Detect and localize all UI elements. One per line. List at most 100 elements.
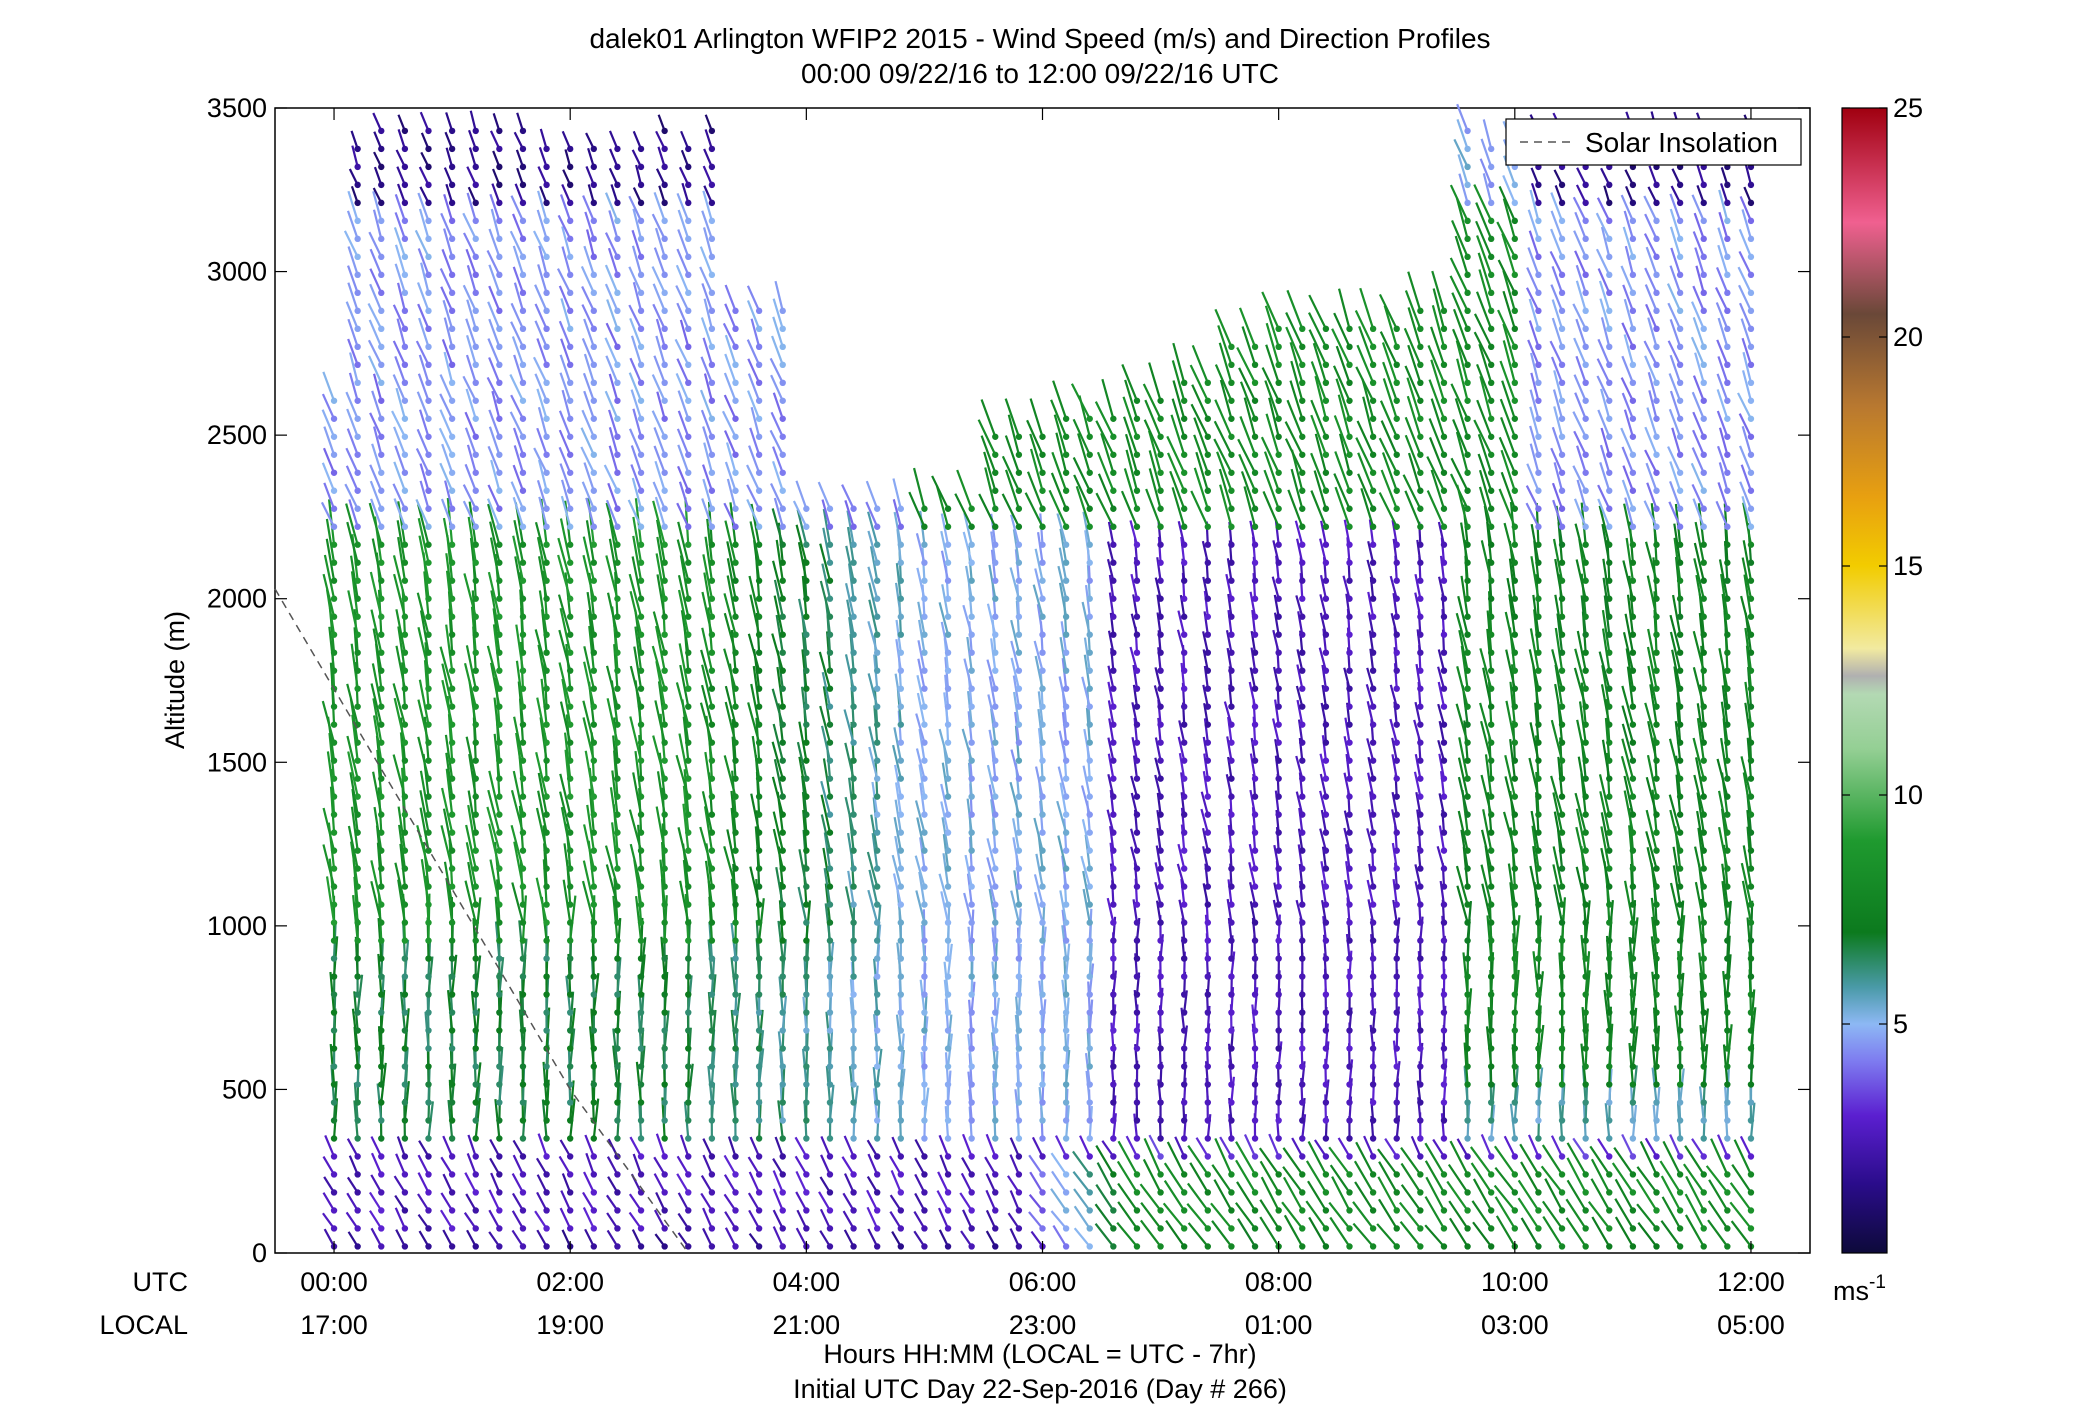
- wind-barb-dot: [614, 793, 621, 800]
- wind-barb-dot: [685, 541, 692, 548]
- wind-barb-dot: [826, 1153, 834, 1160]
- wind-barb: [444, 480, 454, 510]
- wind-barb-dot: [354, 1135, 361, 1142]
- wind-barb: [772, 446, 784, 474]
- wind-barb: [844, 500, 855, 528]
- wind-barb: [563, 843, 572, 887]
- wind-barb-dot: [685, 667, 692, 674]
- wind-barb-dot: [519, 1171, 527, 1178]
- wind-barb: [1424, 1160, 1445, 1194]
- wind-barb-dot: [448, 1135, 456, 1142]
- wind-barb-dot: [685, 847, 692, 854]
- wind-barb: [677, 575, 690, 617]
- wind-barb: [1239, 416, 1257, 456]
- wind-barb: [608, 427, 619, 456]
- wind-barb-dot: [448, 919, 456, 926]
- wind-barb: [370, 1174, 383, 1194]
- wind-barb-dot: [1228, 397, 1235, 404]
- wind-barb: [700, 649, 713, 689]
- wind-barb: [844, 742, 855, 779]
- wind-barb-dot: [921, 1045, 928, 1052]
- wind-barb-dot: [921, 757, 928, 764]
- wind-barb: [1117, 1201, 1138, 1230]
- wind-barb: [677, 589, 690, 635]
- wind-barb-dot: [566, 1207, 574, 1214]
- wind-barb-dot: [425, 181, 432, 189]
- wind-barb: [1057, 835, 1068, 869]
- wind-barb-dot: [850, 631, 857, 638]
- wind-barb-dot: [1417, 1063, 1424, 1070]
- wind-barb-dot: [1228, 955, 1235, 962]
- wind-barb: [1328, 1201, 1351, 1230]
- wind-barb: [445, 147, 454, 168]
- wind-barb: [1407, 271, 1422, 312]
- wind-barb-dot: [803, 829, 810, 836]
- wind-barb-dot: [1299, 757, 1306, 764]
- wind-barb-dot: [873, 631, 881, 638]
- wind-barb: [1301, 1114, 1307, 1139]
- wind-barb: [1251, 609, 1257, 635]
- wind-barb-dot: [590, 289, 598, 297]
- wind-barb-dot: [637, 163, 645, 171]
- wind-barb-dot: [496, 451, 503, 458]
- wind-barb: [699, 266, 713, 294]
- wind-barb-dot: [472, 1117, 479, 1124]
- wind-barb-dot: [921, 955, 928, 962]
- wind-barb-dot: [637, 1225, 645, 1232]
- wind-barb: [445, 768, 454, 815]
- wind-barb-dot: [330, 397, 338, 404]
- wind-barb-dot: [1251, 649, 1259, 656]
- wind-barb: [1080, 785, 1091, 815]
- wind-barb-dot: [543, 865, 550, 872]
- wind-barb-dot: [1299, 1171, 1306, 1178]
- wind-barb-dot: [1015, 955, 1023, 962]
- wind-barb-dot: [1157, 1243, 1164, 1250]
- wind-barb-dot: [685, 1099, 692, 1106]
- wind-barb: [1391, 791, 1398, 815]
- wind-barb-dot: [1086, 937, 1093, 944]
- wind-barb-dot: [850, 1081, 857, 1088]
- wind-barb-dot: [425, 271, 432, 279]
- wind-barb-dot: [1180, 451, 1188, 458]
- wind-barb: [512, 535, 525, 581]
- wind-barb-dot: [472, 559, 479, 566]
- wind-barb: [912, 467, 926, 510]
- wind-barb-dot: [1322, 325, 1330, 333]
- wind-barb: [556, 268, 572, 294]
- wind-barb-dot: [614, 1171, 621, 1178]
- wind-barb-dot: [330, 739, 338, 746]
- wind-barb-dot: [448, 991, 456, 998]
- wind-barb: [1009, 1137, 1020, 1157]
- wind-barb-dot: [1346, 1153, 1353, 1160]
- wind-barb-dot: [1393, 631, 1400, 638]
- wind-barb: [704, 129, 713, 150]
- wind-barb: [772, 392, 784, 420]
- wind-barb: [1238, 453, 1257, 492]
- wind-barb: [1029, 433, 1044, 474]
- wind-barb-dot: [1204, 919, 1212, 926]
- wind-barb-dot: [1157, 595, 1164, 602]
- wind-barb-dot: [732, 829, 739, 836]
- wind-barb: [987, 874, 997, 905]
- wind-barb-dot: [1180, 919, 1188, 926]
- wind-barb-dot: [378, 919, 385, 926]
- wind-barb-dot: [685, 361, 692, 369]
- wind-barb-dot: [401, 613, 409, 620]
- wind-barb-dot: [1228, 829, 1235, 836]
- wind-barb-dot: [1133, 739, 1141, 746]
- wind-barb-dot: [708, 343, 716, 351]
- wind-barb: [938, 873, 950, 905]
- wind-barb-dot: [897, 1081, 905, 1088]
- wind-barb-dot: [448, 955, 456, 962]
- wind-barb-dot: [1157, 1225, 1164, 1232]
- wind-barb-dot: [1393, 559, 1400, 566]
- wind-barb-dot: [873, 955, 881, 962]
- wind-barb: [1287, 489, 1304, 528]
- wind-barb-dot: [968, 991, 975, 998]
- wind-barb: [1274, 699, 1280, 725]
- wind-barb: [682, 785, 690, 833]
- wind-barb-dot: [566, 901, 574, 908]
- wind-barb: [939, 1154, 950, 1175]
- wind-barb-dot: [850, 1225, 857, 1232]
- wind-barb-dot: [803, 1207, 810, 1214]
